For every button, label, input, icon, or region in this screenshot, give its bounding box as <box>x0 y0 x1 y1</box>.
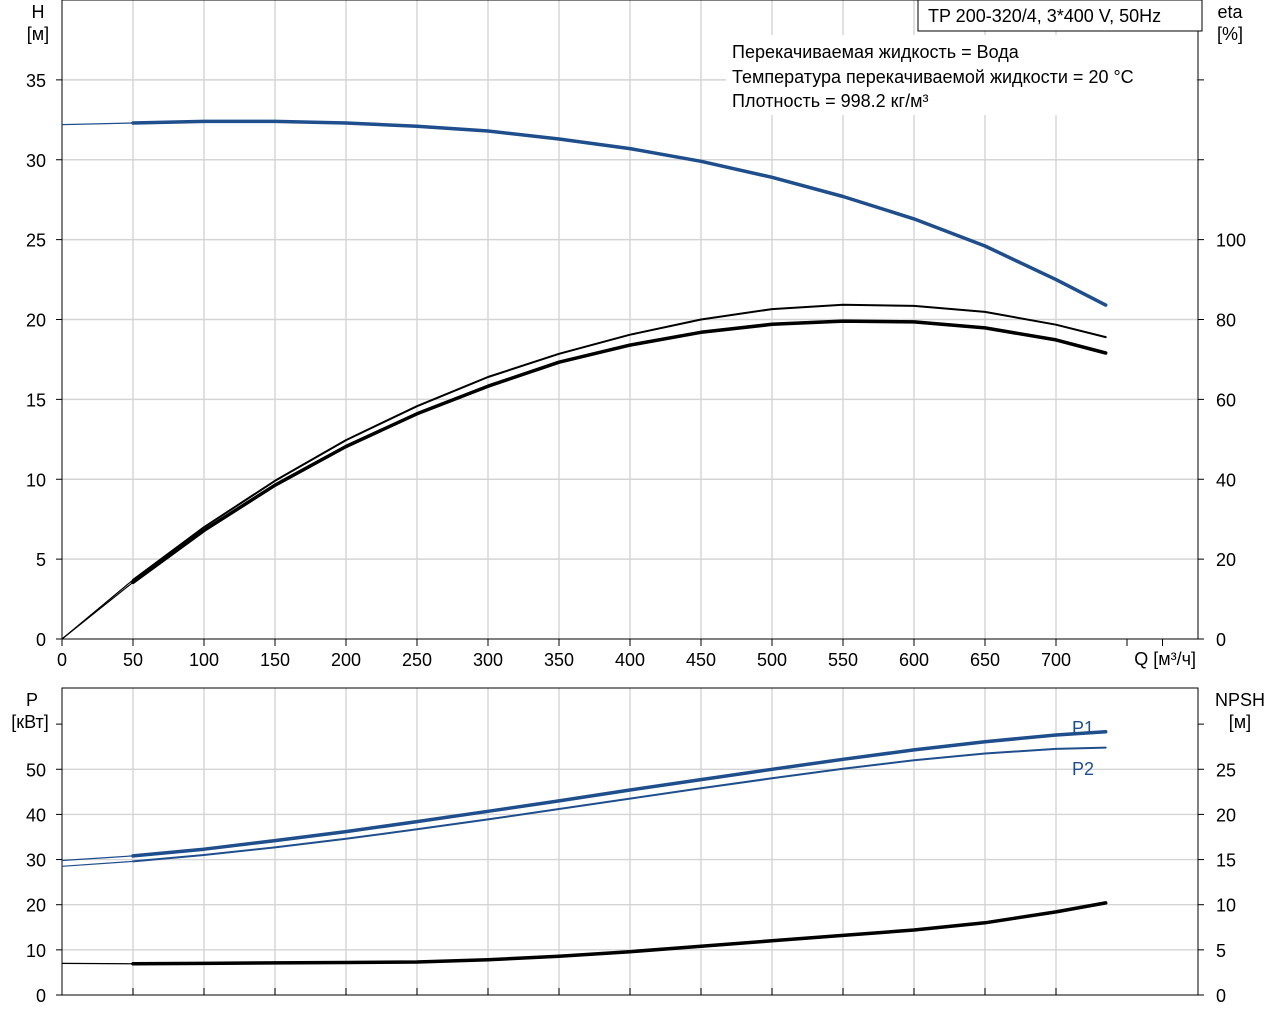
npsh-curve-line-2 <box>133 903 1106 964</box>
bottom-gridlines <box>62 688 1198 995</box>
chart-title: TP 200-320/4, 3*400 V, 50Hz <box>928 6 1161 26</box>
head-curve-extension-0 <box>62 123 133 125</box>
h-tick-label: 5 <box>36 550 46 570</box>
p-tick-label: 0 <box>36 986 46 1006</box>
eta-tick-label: 80 <box>1216 311 1236 331</box>
p1-series-label: P1 <box>1072 718 1094 738</box>
info-density: Плотность = 998.2 кг/м³ <box>732 91 928 111</box>
x-tick-label: 350 <box>544 650 574 670</box>
eta-axis-unit: [%] <box>1217 24 1243 44</box>
npsh-tick-label: 0 <box>1216 986 1226 1006</box>
x-tick-label: 150 <box>260 650 290 670</box>
x-tick-label: 650 <box>970 650 1000 670</box>
x-tick-label: 550 <box>828 650 858 670</box>
bottom-series <box>62 732 1106 964</box>
eta-tick-label: 40 <box>1216 470 1236 490</box>
efficiency-curve-line-2 <box>133 321 1106 582</box>
p-axis-label: P <box>26 690 38 710</box>
eta-tick-label: 0 <box>1216 630 1226 650</box>
h-tick-label: 35 <box>26 71 46 91</box>
info-liquid: Перекачиваемая жидкость = Вода <box>732 42 1020 62</box>
p-tick-label: 30 <box>26 851 46 871</box>
p-tick-label: 40 <box>26 805 46 825</box>
h-tick-label: 10 <box>26 470 46 490</box>
p2-series-label: P2 <box>1072 759 1094 779</box>
x-tick-label: 600 <box>899 650 929 670</box>
npsh-axis-label: NPSH <box>1215 690 1265 710</box>
x-tick-label: 200 <box>331 650 361 670</box>
h-axis-label: H <box>32 2 45 22</box>
x-tick-label: 700 <box>1041 650 1071 670</box>
x-tick-label: 50 <box>123 650 143 670</box>
x-tick-label: 100 <box>189 650 219 670</box>
p2-power-curve-line-1 <box>133 748 1106 862</box>
p-tick-label: 50 <box>26 760 46 780</box>
h-tick-label: 25 <box>26 231 46 251</box>
x-tick-label: 500 <box>757 650 787 670</box>
x-tick-label: 450 <box>686 650 716 670</box>
eta-tick-label: 20 <box>1216 550 1236 570</box>
eta-tick-label: 60 <box>1216 390 1236 410</box>
x-tick-label: 0 <box>57 650 67 670</box>
p2-power-curve-extension-1 <box>62 861 133 866</box>
efficiency-curve-extension-2 <box>62 582 133 639</box>
npsh-tick-label: 15 <box>1216 851 1236 871</box>
npsh-tick-label: 10 <box>1216 896 1236 916</box>
npsh-tick-label: 5 <box>1216 941 1226 961</box>
x-tick-label: 400 <box>615 650 645 670</box>
x-tick-label: 250 <box>402 650 432 670</box>
h-tick-label: 15 <box>26 390 46 410</box>
info-temperature: Температура перекачиваемой жидкости = 20… <box>732 67 1134 87</box>
eta-axis-label: eta <box>1217 2 1243 22</box>
h-tick-label: 0 <box>36 630 46 650</box>
top-series <box>62 121 1106 639</box>
p1-power-curve-line-0 <box>133 732 1106 856</box>
p-axis-unit: [кВт] <box>11 712 49 732</box>
q-axis-label: Q [м³/ч] <box>1134 649 1196 669</box>
npsh-axis-unit: [м] <box>1229 712 1251 732</box>
eta-tick-label: 100 <box>1216 231 1246 251</box>
npsh-tick-label: 20 <box>1216 805 1236 825</box>
x-tick-label: 300 <box>473 650 503 670</box>
bottom-tick-labels: 0 10 20 30 40 50 0 5 10 15 20 25 <box>26 760 1236 1006</box>
h-tick-label: 30 <box>26 151 46 171</box>
h-tick-label: 20 <box>26 311 46 331</box>
h-axis-unit: [м] <box>27 24 49 44</box>
npsh-tick-label: 25 <box>1216 760 1236 780</box>
head-curve-line-0 <box>133 121 1106 305</box>
p-tick-label: 20 <box>26 896 46 916</box>
p-tick-label: 10 <box>26 941 46 961</box>
